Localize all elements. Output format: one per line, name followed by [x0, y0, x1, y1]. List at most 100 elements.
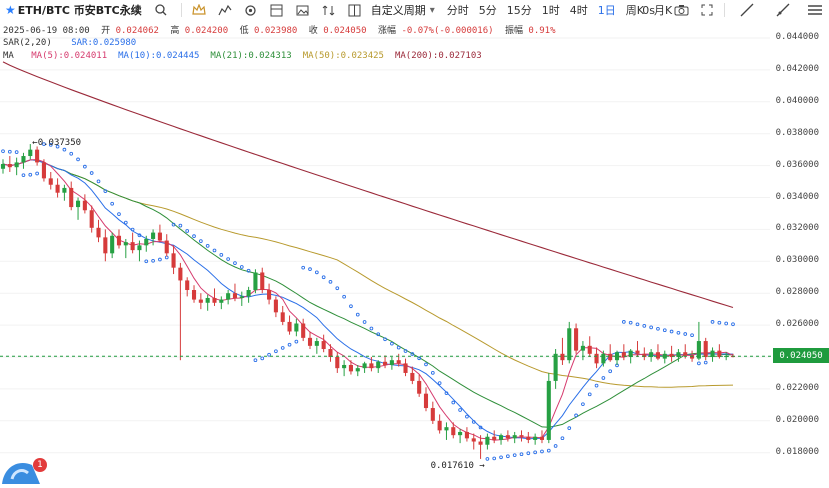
price-axis-tick: 0.034000: [775, 191, 819, 202]
sar-dot: [649, 325, 653, 330]
sar-dot: [697, 361, 701, 366]
sar-dot: [253, 358, 258, 363]
sar-dot: [451, 400, 456, 405]
sar-dot: [301, 265, 306, 270]
candle-body: [478, 441, 483, 445]
high-annotation-value: 0.037350: [37, 138, 82, 149]
sar-dot: [628, 320, 633, 325]
candle-body: [464, 431, 469, 439]
ray-tool-icon[interactable]: [775, 2, 791, 18]
candle-body: [533, 436, 538, 440]
candle-body: [621, 352, 626, 357]
sar-dot: [185, 229, 190, 233]
sar-dot: [526, 451, 531, 456]
candle-body: [260, 272, 265, 291]
sar-dot: [62, 147, 67, 152]
candle-body: [137, 245, 142, 251]
candle-body: [628, 350, 633, 357]
low-annotation: 0.017610 →: [430, 460, 485, 471]
fullscreen-icon[interactable]: [699, 2, 715, 18]
sar-dot: [478, 425, 483, 430]
right-tools: 0s: [637, 0, 829, 20]
interval-tab-0[interactable]: 分时: [446, 4, 469, 17]
candle-body: [492, 436, 497, 440]
sar-dot: [178, 223, 183, 228]
interval-tab-1[interactable]: 5分: [478, 4, 497, 17]
amplitude-field: 振幅 0.91%: [505, 26, 556, 36]
gear-icon[interactable]: [243, 2, 259, 18]
interval-tab-2[interactable]: 15分: [506, 4, 532, 17]
star-icon[interactable]: ★: [5, 3, 16, 17]
sar-dot: [608, 369, 613, 374]
price-chart[interactable]: [0, 20, 829, 484]
layout-icon[interactable]: [347, 2, 363, 18]
symbol-label: ETH/BTC 币安BTC永续: [17, 4, 142, 17]
price-axis-tick: 0.022000: [775, 382, 819, 393]
draw-line-icon[interactable]: [739, 2, 755, 18]
divider: [724, 3, 725, 17]
interval-tab-4[interactable]: 4时: [569, 4, 588, 17]
divider: [180, 3, 182, 17]
candle-body: [362, 363, 367, 369]
sar-dot: [533, 450, 537, 455]
camera-icon[interactable]: [673, 2, 689, 18]
sar-dot: [280, 346, 285, 350]
interval-tab-5[interactable]: 1日: [597, 4, 616, 17]
candle-body: [144, 238, 149, 246]
indicators-icon[interactable]: [217, 2, 233, 18]
candle-body: [348, 364, 353, 372]
sar-dot: [410, 352, 415, 356]
sar-label[interactable]: SAR(2,20): [3, 38, 52, 48]
sar-dot: [35, 171, 39, 176]
sar-dot: [546, 448, 551, 453]
snapshot-icon[interactable]: [295, 2, 311, 18]
candle-body: [717, 350, 722, 357]
refresh-timer: 0s: [642, 3, 655, 17]
assistant-widget[interactable]: 1: [0, 455, 48, 484]
candle-body: [314, 341, 319, 346]
low-field: 低 0.023980: [240, 26, 298, 36]
search-button[interactable]: [145, 0, 177, 20]
candle-body: [96, 227, 101, 238]
sar-dot: [335, 286, 340, 291]
sar-dot: [117, 212, 121, 216]
custom-period-dropdown[interactable]: 自定义周期 ▾: [368, 0, 442, 20]
ma-values: MA(5):0.024011 MA(10):0.024445 MA(21):0.02…: [31, 51, 492, 61]
candle-body: [41, 162, 46, 179]
sar-dot: [656, 326, 660, 331]
interval-tab-6[interactable]: 周K: [625, 4, 645, 17]
candle-body: [185, 280, 190, 291]
menu-icon[interactable]: [807, 2, 823, 18]
price-axis-tick: 0.020000: [775, 414, 819, 425]
top-toolbar: ★ ETH/BTC 币安BTC永续 自定义周期 ▾ 分时 5分 15分 1时 4时 1日周…: [0, 0, 829, 20]
interval-tab-3[interactable]: 1时: [541, 4, 560, 17]
sar-dot: [621, 320, 626, 324]
ma-label[interactable]: MA: [3, 51, 14, 61]
change-value: -0.07%(-0.000016): [401, 26, 494, 36]
sar-dot: [601, 376, 606, 380]
ma-legend: MA MA(5):0.024011 MA(10):0.024445 MA(21):0…: [3, 51, 499, 61]
crown-icon[interactable]: [191, 2, 207, 18]
candle-body: [342, 364, 347, 369]
template-icon[interactable]: [269, 2, 285, 18]
sar-dot: [710, 320, 715, 324]
candle-body: [335, 357, 340, 369]
symbol-selector[interactable]: ★ ETH/BTC 币安BTC永续: [0, 0, 145, 20]
sar-dot: [642, 324, 647, 328]
sar-dot: [703, 360, 708, 365]
sar-dot: [239, 265, 244, 269]
compare-icon[interactable]: [321, 2, 337, 18]
candle-body: [212, 297, 217, 303]
interval-tab-7[interactable]: 月K: [654, 4, 673, 17]
sar-dot: [581, 402, 585, 407]
candle-body: [82, 200, 87, 211]
sar-dot: [123, 220, 128, 225]
candle-body: [294, 323, 299, 332]
candle-body: [157, 232, 162, 241]
candle-body: [116, 235, 122, 246]
candle-body: [505, 435, 510, 439]
close-value: 0.024050: [323, 26, 367, 36]
sar-dot: [506, 454, 510, 459]
candle-body: [62, 187, 67, 193]
candle-body: [171, 253, 176, 268]
